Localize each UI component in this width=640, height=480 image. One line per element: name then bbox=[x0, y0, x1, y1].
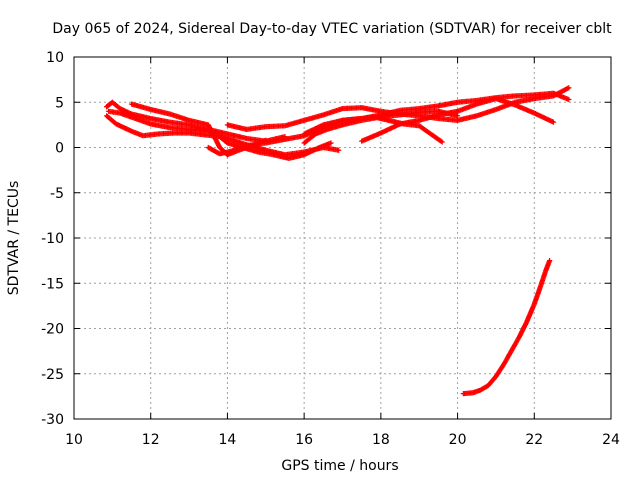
x-tick-label: 18 bbox=[372, 432, 390, 448]
y-tick-label: -20 bbox=[41, 322, 64, 338]
x-tick-label: 20 bbox=[449, 432, 467, 448]
x-tick-label: 12 bbox=[142, 432, 160, 448]
y-tick-label: -10 bbox=[41, 231, 64, 247]
data-markers bbox=[104, 85, 572, 397]
series-track-9 bbox=[359, 96, 557, 144]
y-tick-label: -25 bbox=[41, 367, 64, 383]
data-point bbox=[438, 138, 444, 144]
data-point bbox=[328, 140, 334, 146]
data-point bbox=[566, 85, 572, 91]
data-point bbox=[336, 147, 342, 153]
data-point bbox=[550, 119, 557, 125]
x-tick-label: 24 bbox=[602, 432, 620, 448]
x-tick-label: 10 bbox=[65, 432, 83, 448]
y-tick-label: -5 bbox=[50, 186, 64, 202]
y-axis: -30 -25 -20 -15 -10 -5 0 5 10 bbox=[41, 50, 611, 428]
x-tick-label: 22 bbox=[525, 432, 543, 448]
y-tick-label: 10 bbox=[46, 50, 64, 66]
y-tick-label: -30 bbox=[41, 412, 64, 428]
chart-title: Day 065 of 2024, Sidereal Day-to-day VTE… bbox=[52, 21, 612, 37]
y-tick-label: 5 bbox=[55, 95, 64, 111]
data-point bbox=[439, 139, 445, 145]
x-tick-label: 16 bbox=[295, 432, 313, 448]
data-point bbox=[454, 113, 461, 119]
y-tick-label: -15 bbox=[41, 276, 64, 292]
x-axis-label: GPS time / hours bbox=[281, 458, 398, 474]
y-axis-label: SDTVAR / TECUs bbox=[6, 181, 22, 296]
y-tick-label: 0 bbox=[55, 141, 64, 157]
x-axis: 10 12 14 16 18 20 22 24 bbox=[65, 57, 620, 448]
x-tick-label: 14 bbox=[219, 432, 237, 448]
series-track-10 bbox=[460, 258, 553, 397]
data-point bbox=[566, 96, 572, 103]
data-point bbox=[547, 258, 553, 264]
